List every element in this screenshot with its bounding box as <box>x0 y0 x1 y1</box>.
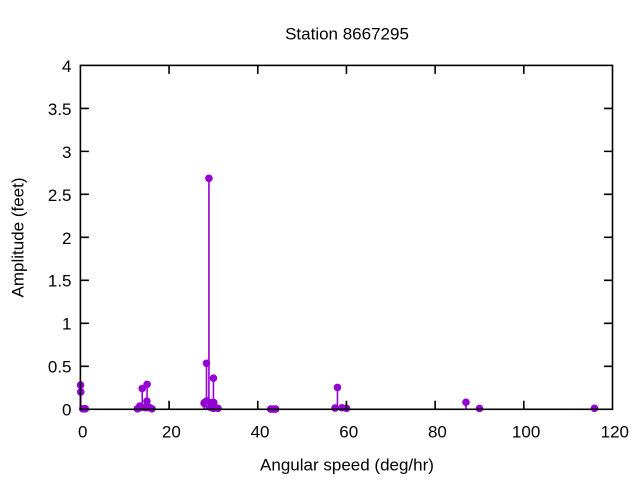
svg-text:Station 8667295: Station 8667295 <box>285 24 409 43</box>
svg-text:3.5: 3.5 <box>48 100 72 119</box>
svg-text:100: 100 <box>512 423 540 442</box>
svg-text:Amplitude (feet): Amplitude (feet) <box>9 178 28 298</box>
svg-text:Angular speed (deg/hr): Angular speed (deg/hr) <box>260 455 434 474</box>
svg-text:2.5: 2.5 <box>48 186 72 205</box>
svg-text:1: 1 <box>62 315 71 334</box>
svg-text:1.5: 1.5 <box>48 272 72 291</box>
svg-text:120: 120 <box>601 423 629 442</box>
svg-text:60: 60 <box>339 423 358 442</box>
svg-text:3: 3 <box>62 143 71 162</box>
svg-text:0.5: 0.5 <box>48 358 72 377</box>
svg-text:40: 40 <box>251 423 270 442</box>
svg-text:4: 4 <box>62 57 71 76</box>
svg-text:2: 2 <box>62 229 71 248</box>
svg-text:80: 80 <box>428 423 447 442</box>
svg-text:20: 20 <box>162 423 181 442</box>
svg-text:0: 0 <box>62 401 71 420</box>
svg-text:0: 0 <box>78 423 87 442</box>
